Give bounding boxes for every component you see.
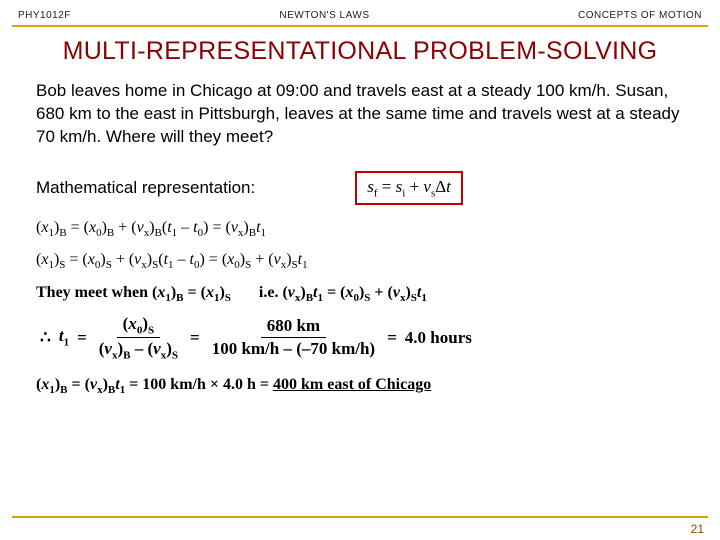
equation-susan: (x1)S = (x0)S + (vx)S(t1 – t0) = (x0)S +… <box>0 245 720 277</box>
page-title: MULTI-REPRESENTATIONAL PROBLEM-SOLVING <box>0 27 720 74</box>
footer-divider <box>12 516 708 518</box>
header-row: PHY1012F NEWTON'S LAWS CONCEPTS OF MOTIO… <box>0 0 720 25</box>
mathrep-row: Mathematical representation: sf = si + v… <box>0 157 720 213</box>
final-answer: (x1)B = (vx)Bt1 = 100 km/h × 4.0 h = 400… <box>0 366 720 402</box>
boxed-equation: sf = si + vsΔt <box>355 171 463 205</box>
derivation-row: ∴ t1 = (x0)S (vx)B – (vx)S = 680 km 100 … <box>0 310 720 366</box>
problem-text: Bob leaves home in Chicago at 09:00 and … <box>0 74 720 157</box>
page-number: 21 <box>691 522 704 536</box>
header-left: PHY1012F <box>18 10 71 21</box>
equation-meet: They meet when (x1)B = (x1)S i.e. (vx)Bt… <box>0 278 720 310</box>
mathrep-label: Mathematical representation: <box>36 178 255 198</box>
equation-bob: (x1)B = (x0)B + (vx)B(t1 – t0) = (vx)Bt1 <box>0 213 720 245</box>
header-center: NEWTON'S LAWS <box>279 10 369 21</box>
header-right: CONCEPTS OF MOTION <box>578 10 702 21</box>
